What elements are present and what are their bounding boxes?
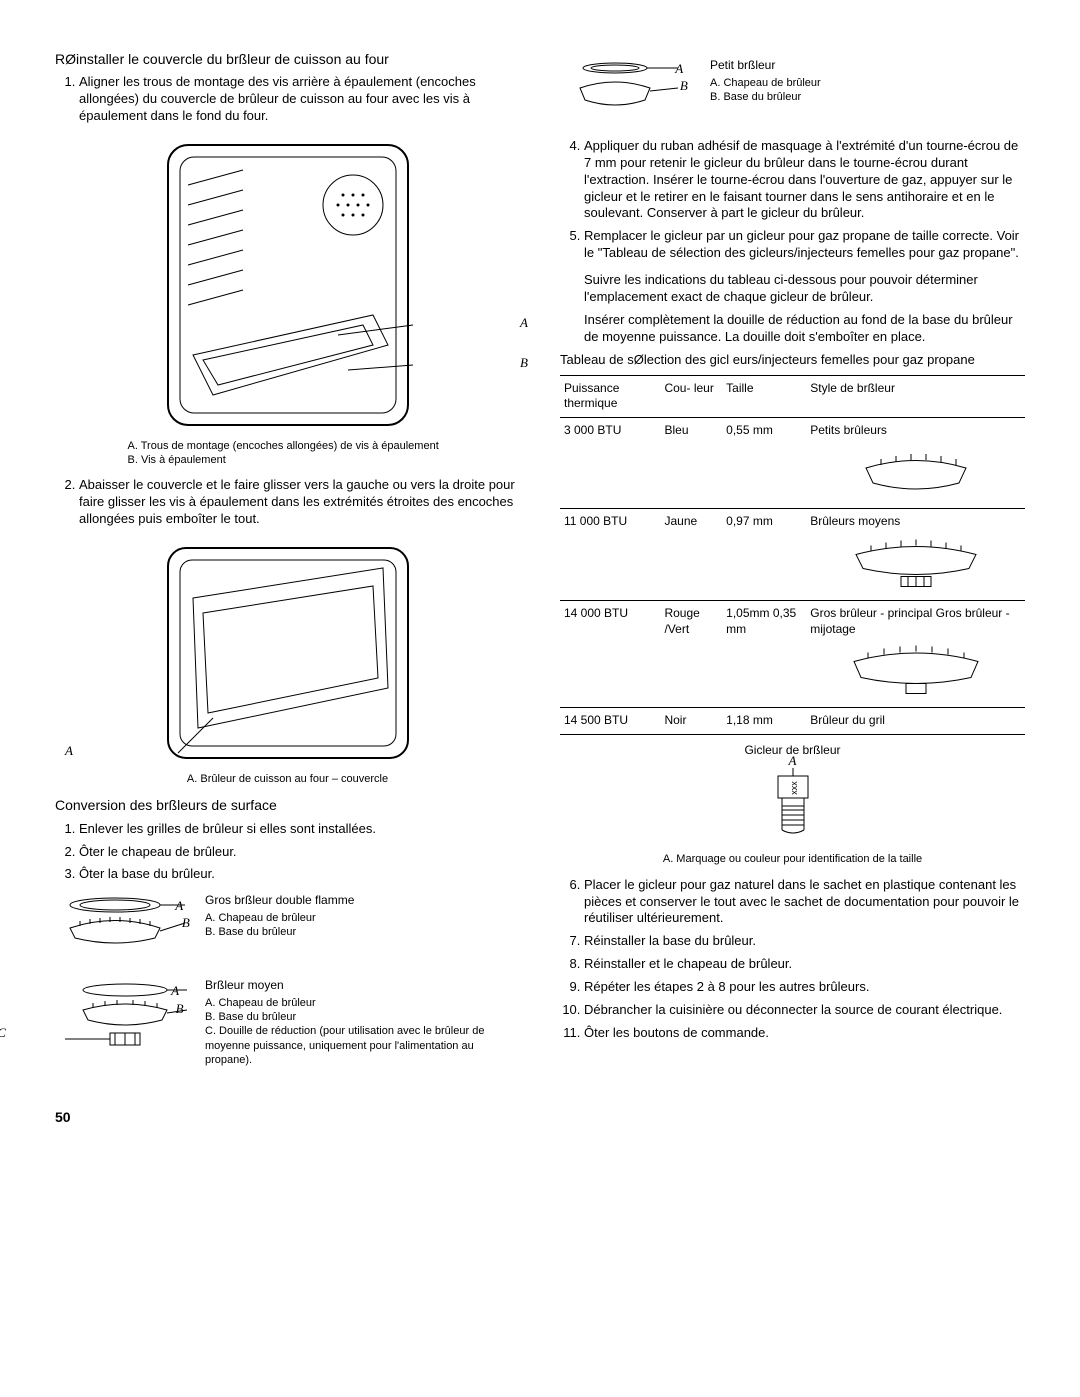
th-style: Style de brßleur bbox=[806, 375, 1025, 417]
burner-small-label-a: A bbox=[675, 61, 683, 76]
burner-med-label-a: A bbox=[171, 983, 179, 998]
step-5b: Insérer complètement la douille de réduc… bbox=[584, 312, 1025, 346]
burner-med-b: B. Base du brûleur bbox=[205, 1010, 520, 1024]
th-color: Cou- leur bbox=[660, 375, 722, 417]
svg-text:xxx: xxx bbox=[789, 781, 799, 795]
cell-style-text: Brûleurs moyens bbox=[810, 514, 1021, 530]
cell-color: Noir bbox=[660, 708, 722, 735]
step-5a: Suivre les indications du tableau ci-des… bbox=[584, 272, 1025, 306]
cell-size: 0,97 mm bbox=[722, 509, 806, 601]
fig2-caption-a: A. Brûleur de cuisson au four – couvercl… bbox=[55, 772, 520, 786]
burner-small-label-b: B bbox=[680, 78, 688, 93]
table-title: Tableau de sØlection des gicl eurs/injec… bbox=[560, 352, 1025, 369]
cell-size: 1,05mm 0,35 mm bbox=[722, 600, 806, 707]
cell-style: Gros brûleur - principal Gros brûleur - … bbox=[806, 600, 1025, 707]
burner-med-legend: A B C Brßleur moyen A. Chapeau de brûleu… bbox=[55, 978, 520, 1070]
step-4: Appliquer du ruban adhésif de masquage à… bbox=[584, 138, 1025, 222]
step-10: Débrancher la cuisinière ou déconnecter … bbox=[584, 1002, 1025, 1019]
burner-small-title: Petit brßleur bbox=[710, 58, 1025, 74]
surf-step-3: Ôter la base du brûleur. bbox=[79, 866, 520, 883]
cell-size: 1,18 mm bbox=[722, 708, 806, 735]
burner-small-b: B. Base du brûleur bbox=[710, 90, 1025, 104]
orifice-label-a: A bbox=[789, 753, 797, 770]
cell-size: 0,55 mm bbox=[722, 417, 806, 509]
th-btu: Puissance thermique bbox=[560, 375, 660, 417]
th-size: Taille bbox=[722, 375, 806, 417]
burner-large-b: B. Base du brûleur bbox=[205, 925, 520, 939]
cell-btu: 3 000 BTU bbox=[560, 417, 660, 509]
cell-color: Rouge /Vert bbox=[660, 600, 722, 707]
step-2: Abaisser le couvercle et le faire glisse… bbox=[79, 477, 520, 528]
cell-btu: 14 500 BTU bbox=[560, 708, 660, 735]
surf-step-1: Enlever les grilles de brûleur si elles … bbox=[79, 821, 520, 838]
fig1-label-b: B bbox=[520, 355, 528, 372]
step-7: Réinstaller la base du brûleur. bbox=[584, 933, 1025, 950]
step-6: Placer le gicleur pour gaz naturel dans … bbox=[584, 877, 1025, 928]
table-row: 14 000 BTU Rouge /Vert 1,05mm 0,35 mm Gr… bbox=[560, 600, 1025, 707]
table-row: 11 000 BTU Jaune 0,97 mm Brûleurs moyens bbox=[560, 509, 1025, 601]
cell-color: Bleu bbox=[660, 417, 722, 509]
burner-med-label-c: C bbox=[0, 1025, 6, 1040]
burner-med-a: A. Chapeau de brûleur bbox=[205, 996, 520, 1010]
burner-med-label-b: B bbox=[176, 1001, 184, 1016]
step-1: Aligner les trous de montage des vis arr… bbox=[79, 74, 520, 125]
cell-style-text: Brûleur du gril bbox=[810, 713, 885, 727]
step-8: Réinstaller et le chapeau de brûleur. bbox=[584, 956, 1025, 973]
burner-med-c: C. Douille de réduction (pour utilisatio… bbox=[205, 1024, 520, 1067]
step-11: Ôter les boutons de commande. bbox=[584, 1025, 1025, 1042]
burner-small-legend: A B Petit brßleur A. Chapeau de brûleur … bbox=[560, 58, 1025, 130]
step-5: Remplacer le gicleur par un gicleur pour… bbox=[584, 228, 1025, 262]
fig2-label-a: A bbox=[65, 743, 73, 760]
page-number: 50 bbox=[55, 1108, 1025, 1126]
fig1-caption-b: B. Vis à épaulement bbox=[128, 453, 448, 467]
figure-oven-interior: A B A. Trous de montage (encoches allong… bbox=[55, 135, 520, 468]
cell-style-text: Petits brûleurs bbox=[810, 423, 1021, 439]
fig1-label-a: A bbox=[520, 315, 528, 332]
burner-med-title: Brßleur moyen bbox=[205, 978, 520, 994]
cell-btu: 11 000 BTU bbox=[560, 509, 660, 601]
heading-reinstall-cover: RØinstaller le couvercle du brßleur de c… bbox=[55, 50, 520, 68]
burner-large-label-b: B bbox=[182, 915, 190, 930]
cell-color: Jaune bbox=[660, 509, 722, 601]
figure-orifice: xxx A A. Marquage ou couleur pour identi… bbox=[560, 768, 1025, 866]
heading-surface-conversion: Conversion des brßleurs de surface bbox=[55, 796, 520, 814]
fig1-caption-a: A. Trous de montage (encoches allongées)… bbox=[128, 439, 448, 453]
table-row: 3 000 BTU Bleu 0,55 mm Petits brûleurs bbox=[560, 417, 1025, 509]
cell-style-text: Gros brûleur - principal Gros brûleur - … bbox=[810, 606, 1021, 637]
surf-step-2: Ôter le chapeau de brûleur. bbox=[79, 844, 520, 861]
burner-large-label-a: A bbox=[175, 898, 183, 913]
burner-large-a: A. Chapeau de brûleur bbox=[205, 911, 520, 925]
burner-large-title: Gros brßleur double flamme bbox=[205, 893, 520, 909]
burner-large-legend: A B Gros brßleur double flamme A. Chapea… bbox=[55, 893, 520, 970]
cell-btu: 14 000 BTU bbox=[560, 600, 660, 707]
figure-cover-slide: A A. Brûleur de cuisson au four – couver… bbox=[55, 538, 520, 786]
burner-small-a: A. Chapeau de brûleur bbox=[710, 76, 1025, 90]
orifice-caption: A. Marquage ou couleur pour identificati… bbox=[560, 852, 1025, 866]
cell-style: Petits brûleurs bbox=[806, 417, 1025, 509]
cell-style: Brûleur du gril bbox=[806, 708, 1025, 735]
step-9: Répéter les étapes 2 à 8 pour les autres… bbox=[584, 979, 1025, 996]
table-row: 14 500 BTU Noir 1,18 mm Brûleur du gril bbox=[560, 708, 1025, 735]
cell-style: Brûleurs moyens bbox=[806, 509, 1025, 601]
orifice-table: Puissance thermique Cou- leur Taille Sty… bbox=[560, 375, 1025, 735]
